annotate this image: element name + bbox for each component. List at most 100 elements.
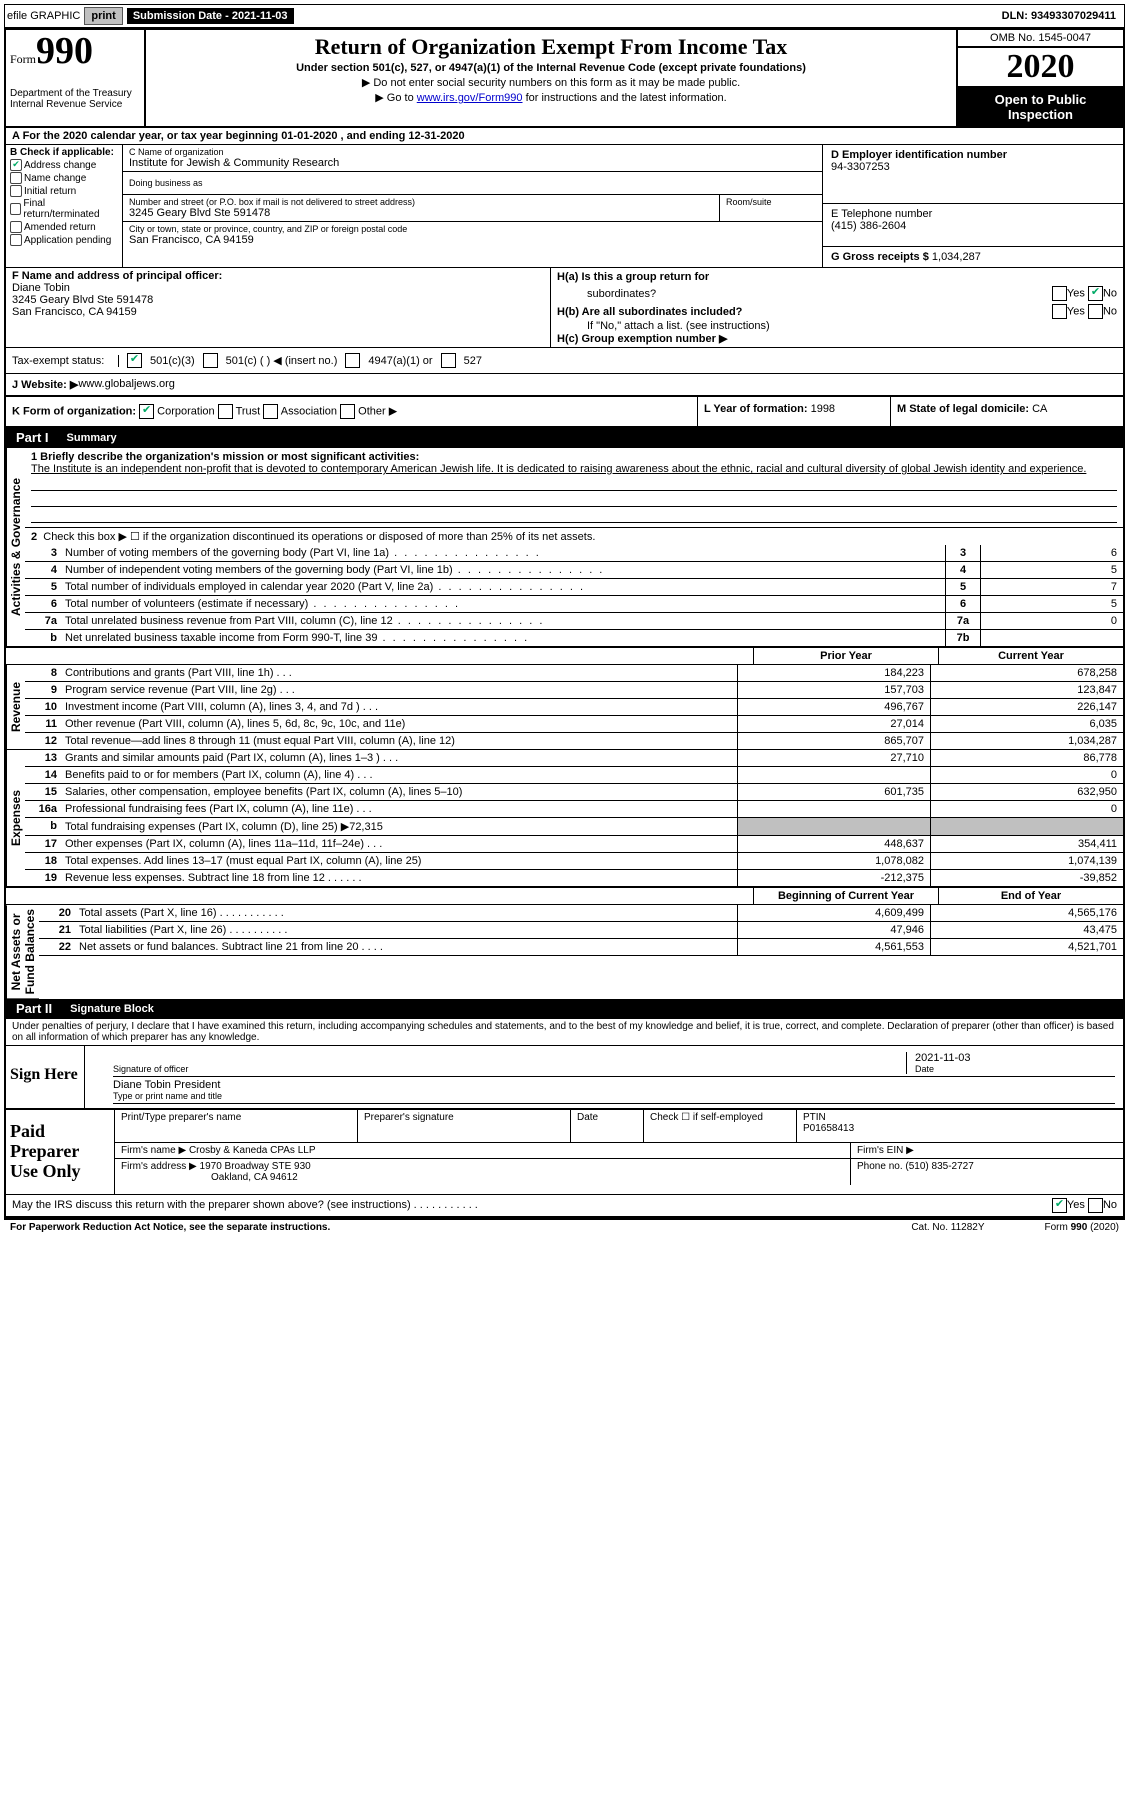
city-value: San Francisco, CA 94159	[129, 234, 816, 246]
checkbox-name-change[interactable]	[10, 172, 22, 184]
firm-name-label: Firm's name ▶	[121, 1145, 186, 1156]
hb-yes-checkbox[interactable]	[1052, 304, 1067, 319]
section-b: B Check if applicable: Address change Na…	[6, 145, 1123, 268]
header-sub1: Under section 501(c), 527, or 4947(a)(1)…	[152, 62, 950, 74]
vlabel-netassets: Net Assets or Fund Balances	[6, 905, 39, 999]
financial-row: 11 Other revenue (Part VIII, column (A),…	[25, 716, 1123, 733]
check-other[interactable]	[340, 404, 355, 419]
vlabel-expenses: Expenses	[6, 750, 25, 887]
group-return-box: H(a) Is this a group return for subordin…	[550, 268, 1123, 347]
current-value: 43,475	[930, 922, 1123, 938]
checkbox-initial-return[interactable]	[10, 185, 22, 197]
d-label: D Employer identification number	[831, 149, 1115, 161]
financial-row: 9 Program service revenue (Part VIII, li…	[25, 682, 1123, 699]
opt-address: Address change	[24, 160, 96, 171]
financial-row: 22 Net assets or fund balances. Subtract…	[39, 939, 1123, 956]
sub3-pre: ▶ Go to	[375, 92, 416, 104]
prior-value: 601,735	[737, 784, 930, 800]
financial-row: 16a Professional fundraising fees (Part …	[25, 801, 1123, 818]
k-mid: L Year of formation: 1998	[697, 397, 890, 426]
vlabel-revenue: Revenue	[6, 665, 25, 750]
prior-value: 496,767	[737, 699, 930, 715]
officer-name: Diane Tobin	[12, 282, 544, 294]
checkbox-address-change[interactable]	[10, 159, 22, 171]
sig-date-value: 2021-11-03	[915, 1052, 970, 1064]
omb-number: OMB No. 1545-0047	[958, 30, 1123, 48]
checkbox-final-return[interactable]	[10, 203, 21, 215]
form990-link[interactable]: www.irs.gov/Form990	[417, 92, 523, 104]
officer-addr2: San Francisco, CA 94159	[12, 306, 544, 318]
current-value: 678,258	[930, 665, 1123, 681]
row-desc: Net unrelated business taxable income fr…	[61, 630, 945, 646]
officer-addr1: 3245 Geary Blvd Ste 591478	[12, 294, 544, 306]
ha-yes-checkbox[interactable]	[1052, 286, 1067, 301]
row-desc: Revenue less expenses. Subtract line 18 …	[61, 870, 737, 886]
hb-no: No	[1103, 305, 1117, 317]
check-corporation[interactable]	[139, 404, 154, 419]
tax-status-row: Tax-exempt status: 501(c)(3) 501(c) ( ) …	[6, 348, 1123, 374]
row-num: 10	[25, 699, 61, 715]
footer-cat: Cat. No. 11282Y	[911, 1222, 984, 1233]
city-label: City or town, state or province, country…	[129, 224, 816, 234]
current-value: 4,521,701	[930, 939, 1123, 955]
hb-no-checkbox[interactable]	[1088, 304, 1103, 319]
summary-row: 4 Number of independent voting members o…	[25, 562, 1123, 579]
opt-name: Name change	[24, 173, 86, 184]
irs-discuss-text: May the IRS discuss this return with the…	[12, 1199, 1052, 1211]
checkboxes-column: B Check if applicable: Address change Na…	[6, 145, 123, 267]
expenses-block: Expenses 13 Grants and similar amounts p…	[6, 750, 1123, 887]
current-value: 0	[930, 767, 1123, 783]
hb-yes: Yes	[1067, 305, 1085, 317]
opt-assoc: Association	[281, 405, 337, 417]
hdr-end-year: End of Year	[938, 888, 1123, 904]
prior-value: -212,375	[737, 870, 930, 886]
row-desc: Net assets or fund balances. Subtract li…	[75, 939, 737, 955]
row-desc: Total assets (Part X, line 16) . . . . .…	[75, 905, 737, 921]
header-sub3: ▶ Go to www.irs.gov/Form990 for instruct…	[152, 91, 950, 104]
addr-label: Number and street (or P.O. box if mail i…	[129, 197, 713, 207]
netassets-block: Net Assets or Fund Balances 20 Total ass…	[6, 905, 1123, 999]
prior-value: 27,710	[737, 750, 930, 766]
row-boxnum: 7a	[945, 613, 980, 629]
current-value: 226,147	[930, 699, 1123, 715]
check-4947[interactable]	[345, 353, 360, 368]
l-label: L Year of formation:	[704, 403, 808, 415]
k-left: K Form of organization: Corporation Trus…	[6, 397, 697, 426]
ein-value: 94-3307253	[831, 161, 1115, 173]
check-501c3[interactable]	[127, 353, 142, 368]
checkbox-amended-return[interactable]	[10, 221, 22, 233]
website-value: www.globaljews.org	[78, 378, 175, 391]
header-right: OMB No. 1545-0047 2020 Open to Public In…	[956, 30, 1123, 126]
irs-label: Internal Revenue Service	[10, 99, 140, 110]
prior-value: 4,609,499	[737, 905, 930, 921]
header-sub2: ▶ Do not enter social security numbers o…	[152, 76, 950, 89]
hb-label: H(b) Are all subordinates included?	[557, 306, 742, 318]
check-trust[interactable]	[218, 404, 233, 419]
paid-preparer-label: Paid Preparer Use Only	[6, 1110, 115, 1193]
financial-row: 14 Benefits paid to or for members (Part…	[25, 767, 1123, 784]
preparer-sig-label: Preparer's signature	[358, 1110, 571, 1142]
firm-ein-label: Firm's EIN ▶	[851, 1143, 1123, 1158]
row-desc: Total fundraising expenses (Part IX, col…	[61, 818, 737, 835]
summary-row: 6 Total number of volunteers (estimate i…	[25, 596, 1123, 613]
financial-row: 15 Salaries, other compensation, employe…	[25, 784, 1123, 801]
row-desc: Total expenses. Add lines 13–17 (must eq…	[61, 853, 737, 869]
check-association[interactable]	[263, 404, 278, 419]
prior-value: 184,223	[737, 665, 930, 681]
row-desc: Grants and similar amounts paid (Part IX…	[61, 750, 737, 766]
irs-discuss-row: May the IRS discuss this return with the…	[6, 1194, 1123, 1218]
check-527[interactable]	[441, 353, 456, 368]
checkbox-application-pending[interactable]	[10, 234, 22, 246]
opt-527: 527	[464, 355, 482, 367]
current-value: 1,034,287	[930, 733, 1123, 749]
hb-note: If "No," attach a list. (see instruction…	[557, 320, 1117, 332]
inspection-badge: Open to Public Inspection	[958, 88, 1123, 126]
irs-yes-checkbox[interactable]	[1052, 1198, 1067, 1213]
print-button[interactable]: print	[84, 7, 122, 25]
street-address: 3245 Geary Blvd Ste 591478	[129, 207, 713, 219]
ha-no-checkbox[interactable]	[1088, 286, 1103, 301]
opt-final: Final return/terminated	[23, 198, 118, 220]
check-501c[interactable]	[203, 353, 218, 368]
row-desc: Number of independent voting members of …	[61, 562, 945, 578]
irs-no-checkbox[interactable]	[1088, 1198, 1103, 1213]
